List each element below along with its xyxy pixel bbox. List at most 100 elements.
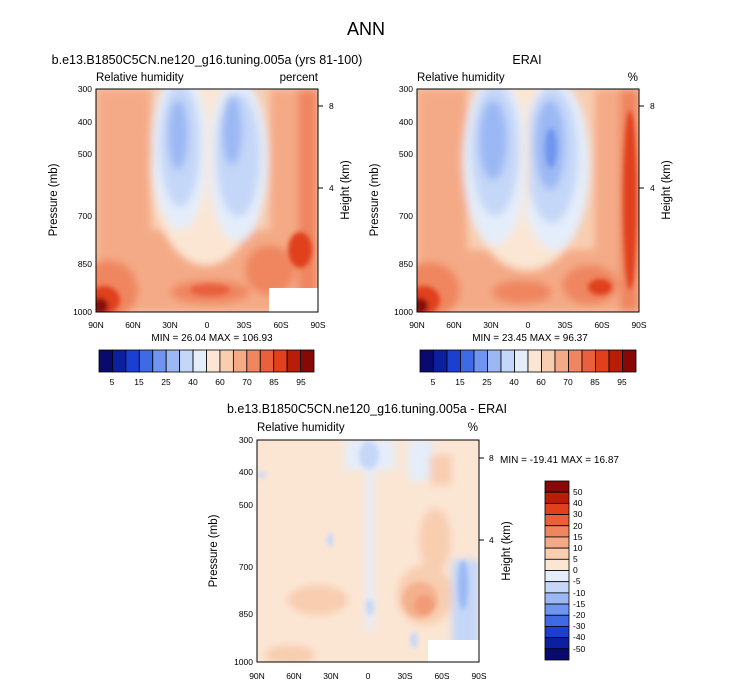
y2-tick-label: 4 bbox=[650, 183, 655, 193]
colorbar-box bbox=[273, 349, 288, 373]
colorbar-label: 15 bbox=[455, 377, 465, 387]
contour-field bbox=[416, 88, 640, 313]
colorbar-box bbox=[544, 491, 570, 504]
colorbar-box bbox=[246, 349, 261, 373]
colorbar-box bbox=[419, 349, 434, 373]
colorbar-label: 60 bbox=[536, 377, 546, 387]
colorbar-label: 15 bbox=[573, 532, 583, 542]
colorbar-box bbox=[544, 603, 570, 616]
colorbar-label: -20 bbox=[573, 610, 586, 620]
y-axis-title: Pressure (mb) bbox=[369, 163, 381, 236]
x-tick-label: 0 bbox=[526, 320, 531, 330]
x-tick-label: 90S bbox=[471, 671, 486, 681]
panel-erai: ERAI Relative humidity % bbox=[369, 53, 673, 387]
colorbar-box bbox=[500, 349, 515, 373]
y-axis-pressure: 300 400 500 700 850 1000 Pressure (mb) bbox=[48, 84, 92, 317]
colorbar-label: 95 bbox=[617, 377, 627, 387]
y2-axis-title: Height (km) bbox=[340, 160, 352, 220]
units-label: percent bbox=[280, 72, 319, 84]
colorbar-box bbox=[527, 349, 542, 373]
colorbar-label: 40 bbox=[188, 377, 198, 387]
colorbar-box bbox=[165, 349, 181, 373]
colorbar-box bbox=[487, 349, 502, 373]
colorbar-label: 70 bbox=[242, 377, 252, 387]
y-tick-label: 300 bbox=[399, 84, 413, 94]
y-axis-title: Pressure (mb) bbox=[208, 514, 220, 587]
colorbar-box bbox=[595, 349, 610, 373]
variable-label: Relative humidity bbox=[96, 72, 184, 84]
contour-field bbox=[256, 439, 480, 663]
colorbar-label: 95 bbox=[296, 377, 306, 387]
colorbar-box bbox=[286, 349, 301, 373]
colorbar-box bbox=[544, 570, 570, 583]
y2-tick-label: 8 bbox=[489, 453, 494, 463]
y-tick-label: 400 bbox=[239, 467, 253, 477]
panel-difference: b.e13.B1850C5CN.ne120_g16.tuning.005a - … bbox=[208, 402, 619, 681]
x-tick-label: 60S bbox=[434, 671, 449, 681]
colorbar-label: 40 bbox=[509, 377, 519, 387]
y-axis-pressure: 300 400 500 700 850 1000 Pressure (mb) bbox=[369, 84, 413, 317]
min-max-stats: MIN = -19.41 MAX = 16.87 bbox=[500, 455, 619, 466]
colorbar-main bbox=[98, 349, 315, 373]
x-tick-label: 60S bbox=[273, 320, 288, 330]
colorbar-diff bbox=[544, 480, 570, 661]
y2-axis-height: 8 4 Height (km) bbox=[639, 101, 673, 220]
colorbar-box bbox=[554, 349, 569, 373]
colorbar-label: -50 bbox=[573, 644, 586, 654]
x-axis: 90N 60N 30N 0 30S 60S 90S bbox=[409, 320, 647, 330]
x-tick-label: 30S bbox=[236, 320, 251, 330]
x-tick-label: 90N bbox=[249, 671, 265, 681]
units-label: % bbox=[628, 72, 638, 84]
variable-label: Relative humidity bbox=[417, 72, 505, 84]
colorbar-label: 25 bbox=[482, 377, 492, 387]
x-axis: 90N 60N 30N 0 30S 60S 90S bbox=[249, 671, 487, 681]
y2-tick-label: 8 bbox=[329, 101, 334, 111]
colorbar-label: 20 bbox=[573, 521, 583, 531]
colorbar-box bbox=[125, 349, 140, 373]
colorbar-label: 5 bbox=[431, 377, 436, 387]
colorbar-label: 85 bbox=[269, 377, 279, 387]
min-max-stats: MIN = 26.04 MAX = 106.93 bbox=[151, 333, 273, 344]
y-tick-label: 700 bbox=[78, 211, 92, 221]
x-tick-label: 90N bbox=[409, 320, 425, 330]
colorbar-box bbox=[206, 349, 221, 373]
y2-tick-label: 4 bbox=[489, 535, 494, 545]
y2-tick-label: 8 bbox=[650, 101, 655, 111]
x-tick-label: 90S bbox=[631, 320, 646, 330]
colorbar-label: 25 bbox=[161, 377, 171, 387]
colorbar-box bbox=[544, 558, 570, 571]
variable-label: Relative humidity bbox=[257, 422, 345, 434]
colorbar-box bbox=[544, 514, 570, 527]
x-tick-label: 90N bbox=[88, 320, 104, 330]
colorbar-labels: 5 15 25 40 60 70 85 95 bbox=[431, 377, 627, 387]
colorbar-box bbox=[138, 349, 154, 373]
colorbar-main bbox=[419, 349, 637, 373]
x-tick-label: 30N bbox=[162, 320, 178, 330]
colorbar-box bbox=[622, 349, 637, 373]
contour-field bbox=[95, 88, 319, 313]
colorbar-box bbox=[544, 637, 570, 650]
colorbar-box bbox=[544, 648, 570, 661]
colorbar-box bbox=[544, 480, 570, 493]
x-tick-label: 30S bbox=[397, 671, 412, 681]
y-tick-label: 700 bbox=[399, 211, 413, 221]
colorbar-label: 30 bbox=[573, 509, 583, 519]
colorbar-box bbox=[544, 626, 570, 639]
y-tick-label: 1000 bbox=[394, 307, 413, 317]
y2-axis-title: Height (km) bbox=[661, 160, 673, 220]
x-tick-label: 30N bbox=[483, 320, 499, 330]
x-tick-label: 60N bbox=[446, 320, 462, 330]
y-tick-label: 400 bbox=[399, 117, 413, 127]
colorbar-label: 40 bbox=[573, 498, 583, 508]
colorbar-box bbox=[581, 349, 596, 373]
x-tick-label: 60N bbox=[286, 671, 302, 681]
colorbar-box bbox=[460, 349, 475, 373]
colorbar-box bbox=[192, 349, 207, 373]
x-axis: 90N 60N 30N 0 30S 60S 90S bbox=[88, 320, 326, 330]
y-tick-label: 850 bbox=[78, 259, 92, 269]
colorbar-label: 5 bbox=[110, 377, 115, 387]
colorbar-box bbox=[232, 349, 248, 373]
y-tick-label: 500 bbox=[399, 149, 413, 159]
colorbar-box bbox=[544, 502, 570, 515]
